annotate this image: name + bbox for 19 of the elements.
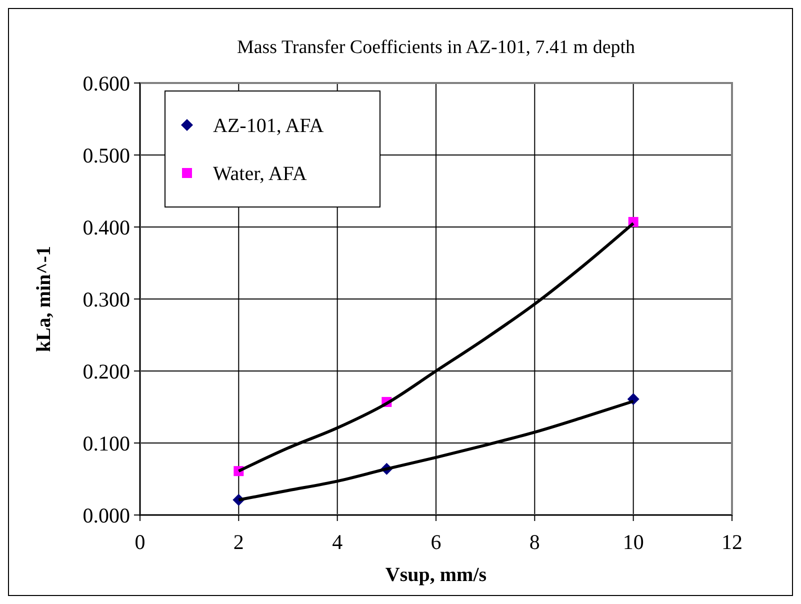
x-tick-label: 12 <box>722 530 742 554</box>
x-tick-label: 8 <box>529 530 540 554</box>
x-tick-label: 10 <box>622 530 644 554</box>
y-axis-title: kLa, min^-1 <box>33 246 55 352</box>
y-tick-label: 0.400 <box>82 215 130 240</box>
y-tick-label: 0.500 <box>82 143 130 168</box>
legend-label: AZ-101, AFA <box>213 115 324 137</box>
x-tick-label: 4 <box>332 530 344 554</box>
legend-label: Water, AFA <box>213 163 308 185</box>
chart-title: Mass Transfer Coefficients in AZ-101, 7.41 m depth <box>236 37 636 58</box>
y-tick-label: 0.300 <box>82 287 130 312</box>
x-tick-label: 6 <box>430 530 442 554</box>
x-tick-label: 0 <box>134 530 146 554</box>
x-tick-label: 2 <box>233 530 244 554</box>
y-tick-label: 0.600 <box>82 71 130 96</box>
x-axis-title: Vsup, mm/s <box>385 564 487 586</box>
y-tick-label: 0.100 <box>82 431 130 456</box>
y-tick-label: 0.000 <box>82 503 130 528</box>
y-tick-label: 0.200 <box>82 359 130 384</box>
